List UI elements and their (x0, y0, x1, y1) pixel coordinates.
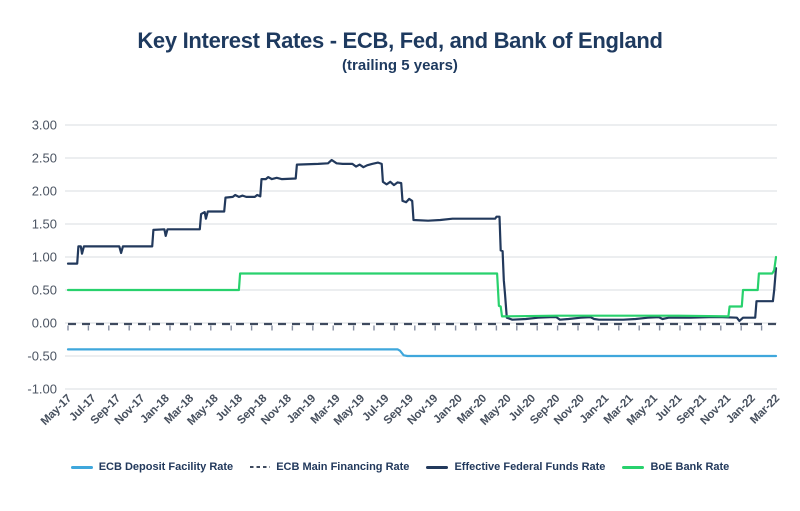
legend-item-boe: BoE Bank Rate (622, 461, 729, 473)
chart-subtitle: (trailing 5 years) (342, 57, 458, 74)
legend-item-ecb-deposit: ECB Deposit Facility Rate (70, 461, 234, 473)
legend-label: ECB Main Financing Rate (276, 461, 410, 473)
legend-item-fed-funds: Effective Federal Funds Rate (426, 461, 605, 473)
svg-text:-0.50: -0.50 (27, 349, 57, 364)
svg-text:0.50: 0.50 (32, 283, 57, 298)
chart-title: Key Interest Rates - ECB, Fed, and Bank … (137, 28, 663, 53)
svg-text:3.00: 3.00 (32, 118, 57, 133)
svg-text:May-17: May-17 (39, 393, 74, 428)
svg-text:0.00: 0.00 (32, 316, 57, 331)
dashed-line-swatch-icon (250, 465, 271, 469)
line-swatch-icon (70, 465, 93, 469)
legend: ECB Deposit Facility Rate ECB Main Finan… (0, 461, 800, 473)
svg-text:1.50: 1.50 (32, 217, 57, 232)
legend-label: BoE Bank Rate (650, 461, 730, 473)
line-swatch-icon (426, 465, 449, 469)
svg-text:2.00: 2.00 (32, 184, 57, 199)
line-swatch-icon (622, 465, 645, 469)
legend-label: ECB Deposit Facility Rate (98, 461, 234, 473)
legend-item-ecb-main: ECB Main Financing Rate (250, 461, 409, 473)
svg-text:-1.00: -1.00 (27, 382, 57, 397)
legend-label: Effective Federal Funds Rate (454, 461, 606, 473)
svg-text:1.00: 1.00 (32, 250, 57, 265)
svg-text:2.50: 2.50 (32, 151, 57, 166)
